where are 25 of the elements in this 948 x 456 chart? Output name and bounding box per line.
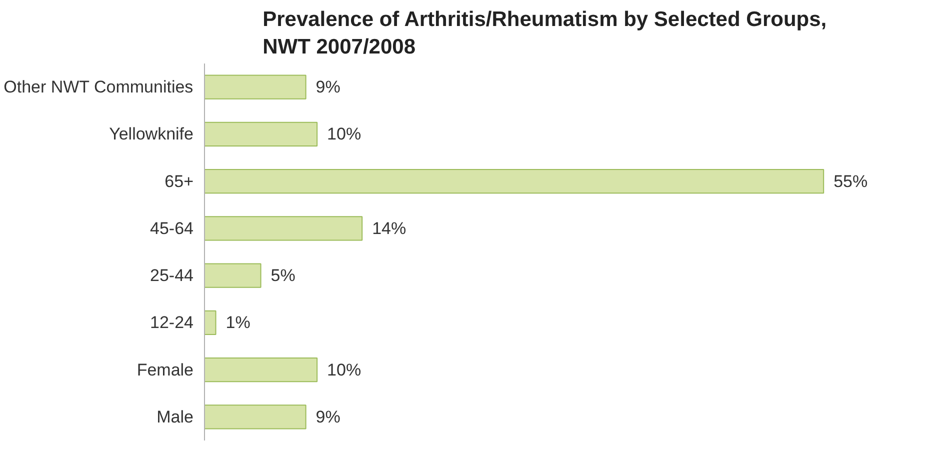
y-tick-label: Yellowknife <box>109 124 194 144</box>
bar <box>204 310 216 335</box>
y-tick-label: 25-44 <box>150 266 194 286</box>
data-label: 1% <box>226 313 250 332</box>
y-tick-label: Other NWT Communities <box>4 78 194 97</box>
y-tick-label: 45-64 <box>150 218 194 238</box>
bar <box>204 404 306 430</box>
bar <box>204 122 318 146</box>
data-label: 10% <box>327 360 362 380</box>
bar <box>204 216 363 241</box>
data-label: 10% <box>327 124 362 144</box>
bar <box>204 263 262 288</box>
y-tick-label: Female <box>136 360 194 380</box>
data-label: 14% <box>372 218 406 238</box>
bar <box>204 169 824 194</box>
bar <box>204 74 306 100</box>
y-tick-label: 65+ <box>164 172 194 191</box>
y-tick-label: Male <box>156 407 194 426</box>
y-tick-label: 12-24 <box>150 313 194 332</box>
bar <box>204 358 318 382</box>
data-label: 9% <box>316 78 340 97</box>
data-label: 9% <box>316 407 340 426</box>
data-label: 5% <box>270 266 296 286</box>
chart-title: Prevalence of Arthritis/Rheumatism by Selected Groups, NWT 2007/2008 <box>262 8 827 58</box>
data-label: 55% <box>834 172 868 191</box>
